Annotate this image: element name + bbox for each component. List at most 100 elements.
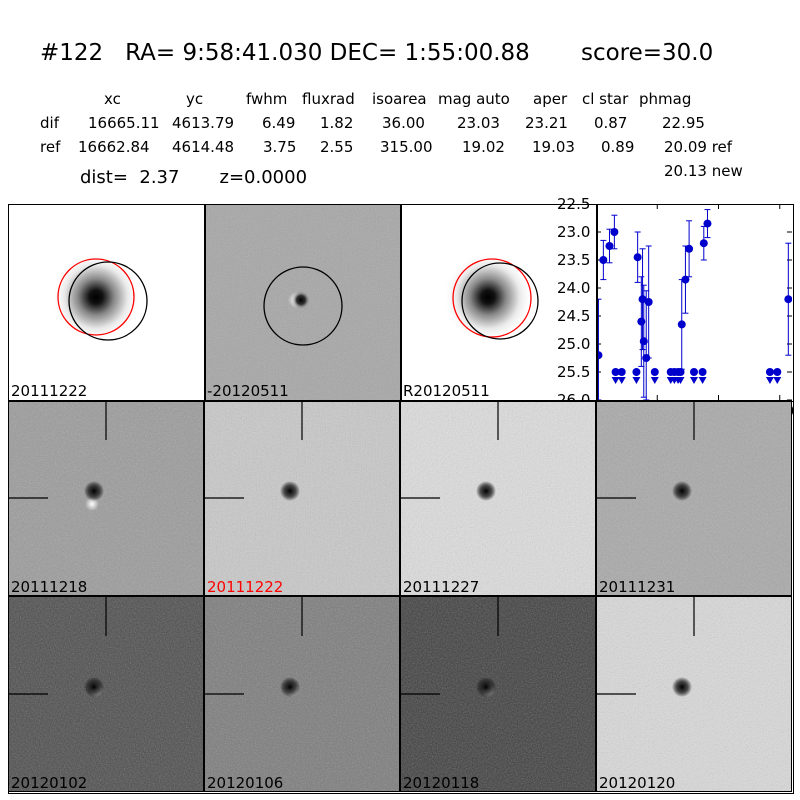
reference-image (443, 252, 539, 342)
row-label: ref (40, 138, 61, 156)
column-header: isoarea (372, 90, 427, 108)
cell-value: 4614.48 (172, 138, 235, 156)
dist-line: dist= 2.37 z=0.0000 (80, 167, 308, 188)
data-point (681, 275, 690, 284)
y-tick-label: 23.0 (557, 223, 591, 241)
panel-label: 20111222 (11, 382, 88, 400)
data-point (610, 228, 619, 236)
limit-arrow (690, 377, 698, 384)
black-aperture-circle (68, 261, 148, 341)
reference-image-panel: R20120511 (400, 204, 596, 400)
y-tick-label: 25.0 (557, 335, 591, 353)
y-tick-label: 23.5 (557, 251, 591, 269)
data-point (599, 256, 608, 264)
data-point (605, 242, 614, 250)
cutout-date-label: 20111218 (11, 578, 88, 596)
column-header: fwhm (246, 90, 288, 108)
cutout-panel: 20111218 (8, 400, 204, 596)
column-header: cl star (582, 90, 629, 108)
cell-value: 23.21 (525, 114, 568, 132)
data-point (594, 351, 603, 360)
data-point (703, 219, 712, 228)
cutout-panel: 20111222 (204, 400, 400, 596)
cutout-image (204, 596, 400, 792)
cell-value: 19.03 (532, 138, 575, 156)
limit-point (611, 368, 620, 376)
cell-value: 16665.11 (88, 114, 160, 132)
limit-arrow (765, 377, 774, 384)
cutout-panel: 20120118 (400, 596, 596, 792)
data-point (638, 295, 647, 304)
cutout-date-label: 20111227 (403, 578, 480, 596)
residual-blob (292, 291, 310, 309)
limit-point (698, 368, 707, 376)
cell-value: 0.87 (594, 114, 628, 132)
cell-value: 22.95 (662, 114, 705, 132)
column-header: yc (186, 90, 204, 108)
limit-arrow (676, 377, 685, 384)
column-header: aper (533, 90, 568, 108)
panel-label: -20120511 (207, 382, 289, 400)
cell-value: 20.09 ref (664, 138, 733, 156)
cutout-panel: 20111231 (596, 400, 792, 596)
cell-value: 0.89 (601, 138, 635, 156)
column-header: xc (104, 90, 121, 108)
limit-point (765, 368, 774, 376)
cutout-date-label: 20120102 (11, 774, 88, 792)
cell-value: 16662.84 (78, 138, 150, 156)
ref-image (51, 252, 148, 342)
cutout-image (204, 400, 400, 596)
limit-point (676, 368, 685, 376)
light-curve-svg (594, 203, 793, 401)
limit-point (690, 368, 698, 376)
limit-arrow (617, 377, 626, 384)
cell-value: 3.75 (263, 138, 297, 156)
column-header: mag auto (438, 90, 510, 108)
cell-value: 315.00 (380, 138, 433, 156)
cutout-date-label: 20120120 (599, 774, 676, 792)
cutout-image (8, 596, 204, 792)
limit-point (617, 368, 626, 376)
cell-value: 19.02 (462, 138, 505, 156)
diff-image (204, 204, 400, 400)
column-header: fluxrad (302, 90, 355, 108)
limit-arrow (611, 377, 620, 384)
cutout-image (8, 400, 204, 596)
cutout-date-label: 20120118 (403, 774, 480, 792)
black-aperture-circle (461, 262, 539, 340)
cutout-image (596, 596, 792, 792)
cell-value: 1.82 (320, 114, 354, 132)
cutout-image (596, 400, 792, 596)
cutout-panel: 20120102 (8, 596, 204, 792)
red-aperture-circle (57, 258, 135, 336)
cutout-date-label: 20111222 (207, 578, 284, 596)
cutout-panel: 20120120 (596, 596, 792, 792)
limit-arrow (698, 377, 707, 384)
light-curve-chart (594, 203, 793, 401)
red-aperture-circle (452, 258, 532, 338)
cell-value: 36.00 (382, 114, 425, 132)
data-point (633, 253, 642, 262)
limit-arrow (650, 377, 659, 384)
data-point (677, 320, 686, 329)
star-blob (443, 252, 533, 342)
cell-value: 4613.79 (172, 114, 235, 132)
y-tick-label: 25.5 (557, 363, 591, 381)
limit-point (650, 368, 659, 376)
cutout-date-label: 20120106 (207, 774, 284, 792)
title: #122 RA= 9:58:41.030 DEC= 1:55:00.88 sco… (40, 40, 714, 66)
limit-point (632, 368, 641, 376)
star-blob (51, 252, 141, 342)
cutout-image (400, 596, 596, 792)
data-point (699, 239, 708, 248)
y-tick-label: 24.5 (557, 307, 591, 325)
ref-image-panel: 20111222 (8, 204, 204, 400)
cutout-panel: 20120106 (204, 596, 400, 792)
limit-arrow (773, 377, 782, 384)
panel-label: R20120511 (403, 382, 490, 400)
cutout-panel: 20111227 (400, 400, 596, 596)
y-tick-label: 24.0 (557, 279, 591, 297)
new-mag: 20.13 new (664, 162, 743, 180)
black-aperture-circle (263, 266, 343, 346)
data-point (685, 244, 694, 253)
